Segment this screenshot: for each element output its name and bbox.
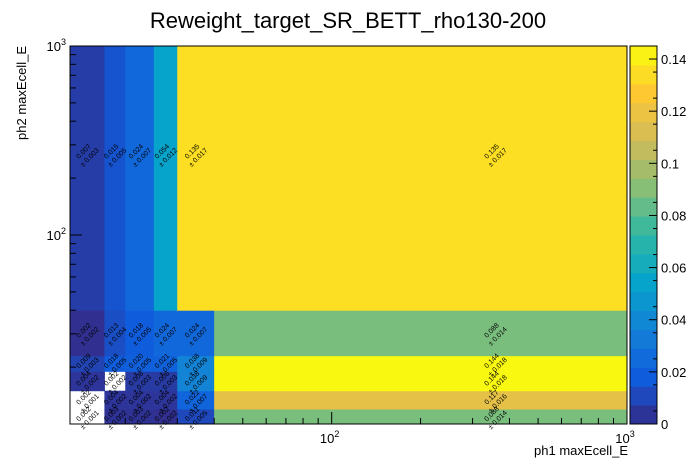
heatmap-cell	[214, 46, 628, 311]
chart-title: Reweight_target_SR_BETT_rho130-200	[150, 8, 546, 33]
colorbar: 0 0.02 0.04 0.06 0.08 0.1 0.12 0.14	[629, 45, 686, 432]
colorbar-step	[630, 216, 657, 236]
heatmap-cell	[177, 46, 215, 311]
colorbar-tick-label: 0.06	[661, 261, 686, 276]
y-axis: 102 103	[47, 37, 82, 425]
colorbar-step	[630, 386, 657, 406]
colorbar-tick-label: 0.02	[661, 365, 686, 380]
colorbar-step	[630, 235, 657, 255]
colorbar-tick-label: 0.14	[661, 52, 686, 67]
heatmap-cell	[104, 310, 126, 357]
colorbar-step	[630, 367, 657, 387]
heatmap-cell	[153, 310, 178, 357]
heatmap-cell	[104, 355, 126, 372]
heatmap-cell	[104, 409, 126, 425]
heatmap-cell	[177, 371, 215, 392]
colorbar-tick-label: 0	[661, 417, 668, 432]
colorbar-tick-label: 0.04	[661, 313, 686, 328]
colorbar-step	[630, 329, 657, 349]
colorbar-step	[630, 197, 657, 217]
heatmap-cell	[214, 409, 628, 425]
colorbar-step	[630, 83, 657, 104]
colorbar-step	[630, 405, 657, 425]
colorbar-step	[630, 46, 657, 66]
heatmap-cell	[177, 409, 215, 425]
heatmap-cell	[125, 46, 155, 311]
heatmap-cell	[125, 409, 155, 425]
y-tick-label: 102	[47, 226, 66, 243]
heatmap-cell	[125, 355, 155, 372]
x-tick-label: 102	[320, 429, 339, 446]
heatmap-cell	[70, 371, 105, 392]
heatmap-cell	[214, 355, 628, 372]
colorbar-step	[630, 310, 657, 330]
heatmap-cell	[153, 355, 178, 372]
colorbar-tick-label: 0.1	[661, 156, 679, 171]
heatmap-cell	[177, 355, 215, 372]
heatmap-cell	[214, 371, 628, 392]
heatmap-cell	[177, 390, 215, 410]
heatmap-cell	[125, 371, 155, 392]
heatmap-cell	[70, 310, 105, 357]
heatmap-cell	[177, 310, 215, 357]
colorbar-step	[630, 121, 657, 141]
heatmap-cell	[104, 390, 126, 410]
colorbar-tick-label: 0.08	[661, 208, 686, 223]
colorbar-step	[630, 159, 657, 179]
heatmap-cell	[214, 390, 628, 410]
colorbar-step	[630, 140, 657, 160]
heatmap-cell	[153, 371, 178, 392]
heatmap-cell	[70, 355, 105, 372]
colorbar-step	[630, 178, 657, 198]
heatmap-cells	[70, 46, 628, 425]
x-tick-label: 103	[615, 429, 634, 446]
x-axis: 102 103	[124, 412, 635, 446]
colorbar-step	[630, 102, 657, 123]
colorbar-step	[630, 272, 657, 293]
heatmap-cell	[153, 409, 178, 425]
heatmap-cell	[214, 310, 628, 357]
heatmap-cell	[125, 310, 155, 357]
heatmap-cell	[153, 46, 178, 311]
colorbar-frame	[629, 45, 658, 425]
colorbar-step	[630, 348, 657, 368]
heatmap-cell	[104, 46, 126, 311]
x-axis-label: ph1 maxEcell_E	[534, 443, 628, 458]
heatmap-cell	[125, 390, 155, 410]
colorbar-step	[630, 253, 657, 274]
y-tick-label: 103	[47, 37, 66, 54]
colorbar-tick-label: 0.12	[661, 104, 686, 119]
heatmap-cell	[153, 390, 178, 410]
colorbar-step	[630, 291, 657, 312]
y-axis-label: ph2 maxEcell_E	[14, 46, 29, 140]
colorbar-step	[630, 64, 657, 85]
